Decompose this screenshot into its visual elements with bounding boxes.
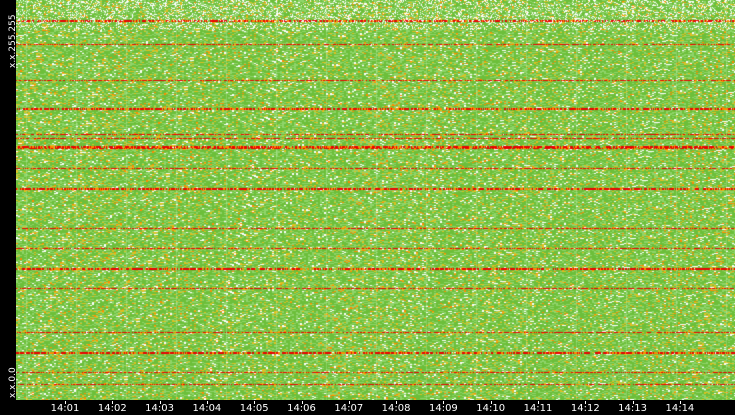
x-tick-label: 14:03	[145, 403, 175, 414]
x-tick-label: 14:14	[665, 403, 695, 414]
x-tick-mark	[254, 401, 256, 404]
x-tick-mark	[301, 401, 303, 404]
x-tick-label: 14:02	[97, 403, 127, 414]
x-tick-mark	[396, 401, 398, 404]
x-tick-mark	[679, 401, 681, 404]
x-tick-label: 14:09	[428, 403, 458, 414]
x-tick-mark	[206, 401, 208, 404]
x-tick-mark	[159, 401, 161, 404]
y-axis: x.x.255.255 x.x.0.0	[0, 0, 18, 400]
x-tick-mark	[585, 401, 587, 404]
x-tick-mark	[490, 401, 492, 404]
x-tick-label: 14:08	[381, 403, 411, 414]
x-axis: 14:01 14:02 14:03 14:04 14:05 14:06 14:07 14:08…	[16, 400, 735, 415]
x-tick-label: 14:01	[50, 403, 80, 414]
x-tick-label: 14:11	[523, 403, 553, 414]
x-tick-label: 14:10	[476, 403, 506, 414]
x-tick-mark	[112, 401, 114, 404]
x-tick-mark	[538, 401, 539, 404]
x-tick-label: 14:06	[287, 403, 316, 414]
x-tick-mark	[65, 401, 66, 404]
heatmap-plot	[16, 0, 735, 400]
x-tick-label: 14:13	[618, 403, 648, 414]
x-tick-mark	[632, 401, 634, 404]
x-tick-label: 14:05	[239, 403, 269, 414]
x-tick-mark	[443, 401, 445, 404]
x-tick-label: 14:07	[334, 403, 364, 414]
x-tick-label: 14:04	[192, 403, 222, 414]
heatmap-canvas	[16, 0, 735, 400]
x-tick-mark	[348, 401, 350, 404]
x-tick-label: 14:12	[570, 403, 600, 414]
